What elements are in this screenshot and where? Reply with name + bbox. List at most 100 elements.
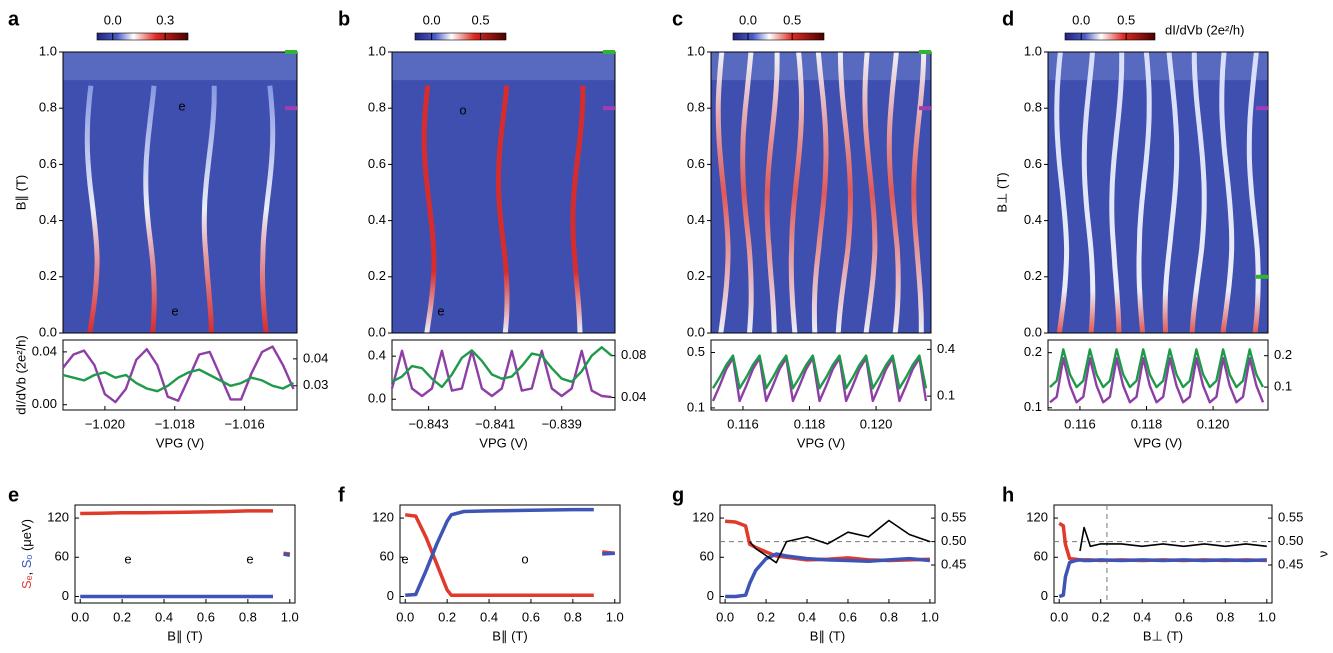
y-tick-label: 0.4: [368, 348, 386, 363]
annotation: o: [521, 551, 528, 566]
y-tick-label: 1.0: [1024, 43, 1042, 58]
y2-axis-label: ν: [1315, 551, 1330, 558]
series-line: [1079, 526, 1267, 552]
heatmap-stripe: [421, 85, 437, 334]
heatmap-stripe: [1054, 51, 1070, 334]
y-tick-label: 0.2: [1024, 344, 1042, 359]
frame: [710, 339, 932, 411]
y-tick-label: 60: [1034, 549, 1048, 564]
y-tick-label: 120: [372, 510, 394, 525]
y-tick-label: 120: [47, 510, 69, 525]
y-tick-label: 0.1: [687, 399, 705, 414]
x-tick-label: 0.4: [480, 609, 498, 624]
y2-tick-label: 0.03: [303, 377, 328, 392]
marker: [285, 50, 297, 54]
heatmap-stripe: [496, 85, 510, 334]
heatmap-stripe: [1219, 51, 1235, 334]
colorbar-tick-label: 0.5: [472, 12, 490, 27]
y2-tick-label: 0.55: [941, 510, 966, 525]
series-line: [1058, 558, 1267, 599]
x-axis-label: VPG (V): [479, 435, 527, 450]
y-tick-label: 0.04: [32, 343, 57, 358]
frame: [1047, 51, 1269, 334]
y2-tick-label: 0.50: [941, 533, 966, 548]
frame: [1053, 504, 1273, 604]
series-line: [404, 513, 615, 597]
heatmap-stripe: [862, 51, 878, 334]
series-line: [80, 552, 291, 599]
marker: [919, 106, 931, 111]
x-tick-label: −0.843: [409, 416, 449, 431]
y-tick-label: 0.00: [32, 396, 57, 411]
y-tick-label: 0.5: [687, 344, 705, 359]
heatmap-stripe: [1081, 51, 1096, 334]
y2-tick-label: 0.45: [941, 556, 966, 571]
y2-tick-label: 0.50: [1278, 533, 1303, 548]
y-tick-label: 0.6: [39, 156, 57, 171]
marker: [919, 50, 931, 54]
series-line: [62, 345, 295, 404]
y2-tick-label: 0.55: [1278, 510, 1303, 525]
heatmap-stripe: [201, 85, 217, 334]
heatmap-stripe: [1162, 51, 1180, 334]
x-tick-label: −1.018: [155, 416, 195, 431]
frame: [62, 51, 298, 334]
colorbar-tick-label: 0.3: [156, 12, 174, 27]
frame: [710, 51, 932, 334]
heatmap-stripe: [715, 51, 731, 334]
y-axis-label: dI/dVb (2e²/h): [13, 335, 28, 415]
heatmap-stripe: [260, 85, 276, 334]
y-tick-label: 0.2: [687, 268, 705, 283]
x-tick-label: 0.120: [1197, 416, 1230, 431]
x-tick-label: 0.118: [794, 416, 826, 431]
annotation: e: [178, 98, 185, 113]
heatmap-stripe: [143, 85, 157, 334]
series-line: [1049, 348, 1265, 389]
marker: [285, 106, 297, 111]
y-tick-label: 0.4: [1024, 212, 1042, 227]
y-tick-label: 0: [1041, 588, 1048, 603]
y-tick-label: 0.6: [687, 156, 705, 171]
annotation: e: [401, 551, 408, 566]
heatmap-background: [63, 52, 297, 333]
annotation: e: [171, 303, 178, 318]
heatmap-stripe: [764, 52, 780, 334]
frame: [1047, 339, 1269, 411]
series-line: [749, 519, 931, 564]
y-tick-label: 0: [707, 588, 714, 603]
y-tick-label: 0: [387, 588, 394, 603]
y-axis-label: B∥ (T): [13, 175, 28, 210]
heatmap-stripe: [570, 85, 586, 334]
y-tick-label: 1.0: [368, 43, 386, 58]
marker: [603, 50, 615, 54]
series-line: [62, 368, 295, 393]
frame: [399, 504, 621, 604]
y-tick-label: 0.6: [368, 156, 386, 171]
y-axis-label-part: Sₒ: [19, 555, 34, 569]
x-tick-label: 0.8: [880, 609, 898, 624]
y-tick-label: 60: [55, 549, 69, 564]
x-tick-label: 0.0: [71, 609, 89, 624]
x-tick-label: 0.0: [1050, 609, 1068, 624]
frame: [391, 51, 616, 334]
y-axis-label: Sₑ, Sₒ (μeV): [19, 519, 34, 589]
y2-tick-label: 0.08: [621, 347, 646, 362]
y-axis-label-part: ,: [19, 568, 34, 575]
heatmap-stripe: [811, 51, 829, 334]
x-tick-label: 0.0: [716, 609, 734, 624]
x-tick-label: 0.2: [1092, 609, 1110, 624]
annotation: o: [459, 102, 466, 117]
y-tick-label: 0.8: [1024, 100, 1042, 115]
annotation: e: [246, 551, 253, 566]
panel-letter: g: [672, 484, 684, 506]
heatmap-stripe: [788, 51, 804, 334]
y-tick-label: 0: [62, 588, 69, 603]
frame: [391, 339, 616, 411]
x-tick-label: 0.6: [1175, 609, 1193, 624]
heatmap-stripe: [1109, 52, 1125, 334]
heatmap-background: [1048, 52, 1268, 333]
heatmap-stripe: [911, 51, 927, 333]
y-tick-label: 1.0: [687, 43, 705, 58]
annotation: e: [124, 551, 131, 566]
